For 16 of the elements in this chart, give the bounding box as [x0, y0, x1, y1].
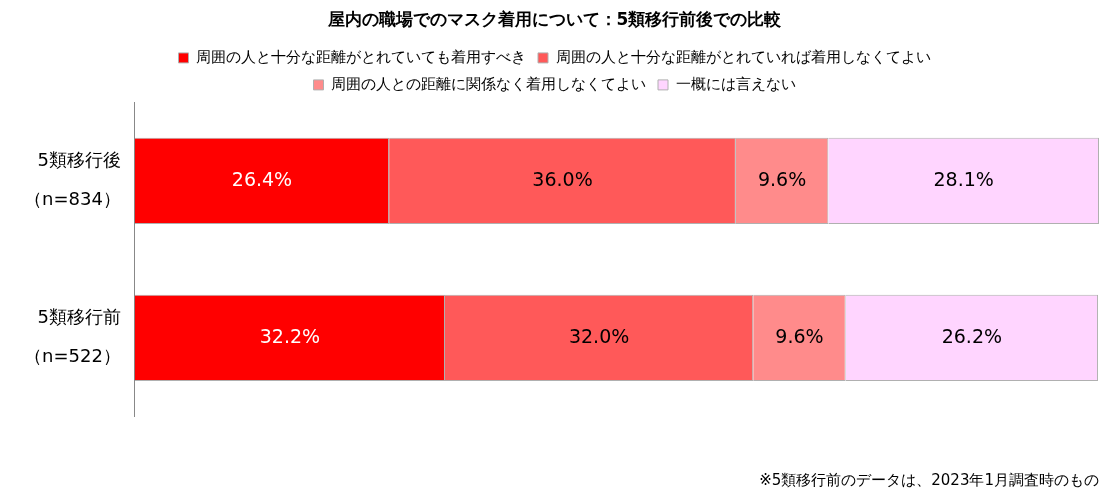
legend-label: 一概には言えない [675, 74, 796, 93]
data-label: 32.0% [568, 324, 630, 347]
data-label: 9.6% [775, 324, 824, 347]
data-label: 26.2% [941, 324, 1003, 347]
data-label: 36.0% [532, 167, 593, 190]
legend-label: 周囲の人と十分な距離がとれていても着用すべき [196, 47, 526, 66]
legend-label: 周囲の人と十分な距離がとれていれば着用しなくてよい [555, 47, 931, 66]
data-label: 28.1% [933, 167, 994, 190]
chart-title: 屋内の職場でのマスク着用について：5類移行前後での比較 [326, 8, 783, 29]
y-tick-label: 5類移行後（n=834） [23, 148, 121, 210]
data-label: 32.2% [259, 324, 321, 347]
legend-label: 周囲の人との距離に関係なく着用しなくてよい [331, 74, 646, 93]
y-tick-label: 5類移行前（n=522） [23, 305, 121, 367]
text: ※5類移行前のデータは、2023年1月調査時のもの [759, 471, 1099, 490]
data-label: 26.4% [231, 167, 293, 190]
data-label: 9.6% [757, 167, 807, 190]
